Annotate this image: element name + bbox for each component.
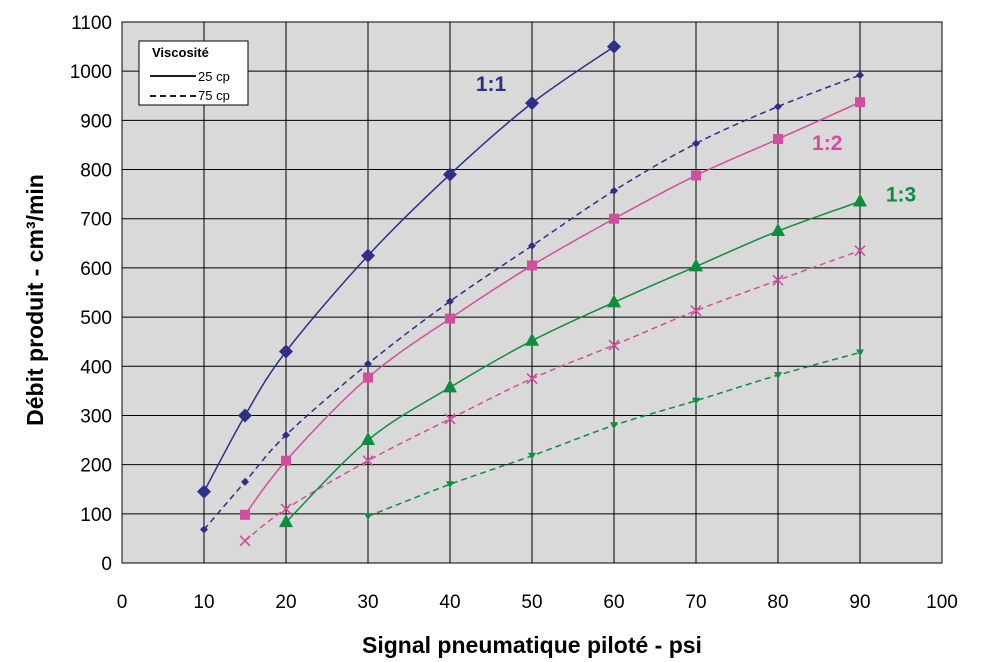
y-tick-label: 1000	[70, 62, 112, 83]
data-point-1-2-75-cp	[280, 503, 292, 515]
legend-title: Viscosité	[152, 45, 209, 60]
data-point-1-3-25-cp	[689, 258, 703, 272]
y-tick-label: 400	[80, 357, 112, 378]
series-1-2-75-cp	[239, 245, 866, 547]
data-point-1-2-25-cp	[281, 455, 291, 466]
data-point-1-1-75-cp	[364, 359, 372, 368]
data-point-1-2-75-cp	[362, 455, 374, 467]
data-point-1-2-25-cp	[527, 260, 537, 271]
data-point-1-3-25-cp	[607, 294, 621, 308]
data-point-1-3-75-cp	[610, 422, 618, 430]
series-1-3-25-cp	[279, 193, 867, 528]
y-tick-label: 0	[101, 554, 112, 575]
series-layer	[197, 39, 867, 547]
data-point-1-1-25-cp	[607, 39, 621, 54]
data-point-1-2-25-cp	[363, 372, 373, 383]
data-point-1-2-75-cp	[444, 413, 456, 425]
y-tick-label: 1100	[71, 13, 112, 34]
ratio-label-1-1: 1:1	[476, 73, 507, 96]
y-axis-title: Débit produit - cm³/min	[22, 174, 48, 426]
x-tick-label: 0	[117, 592, 128, 613]
y-tick-label: 100	[80, 505, 112, 526]
data-point-1-2-75-cp	[690, 305, 702, 317]
x-tick-label: 10	[193, 592, 214, 613]
axis-ticks: 0 10 20 30 40 50 60 70 80 90 100010020030040050060…	[70, 13, 958, 613]
data-point-1-1-75-cp	[241, 477, 249, 486]
x-tick-label: 90	[849, 592, 870, 613]
data-point-1-2-25-cp	[691, 170, 701, 181]
series-1-1-25-cp	[197, 39, 621, 499]
data-point-1-1-75-cp	[200, 525, 208, 534]
data-point-1-1-75-cp	[528, 241, 536, 250]
y-tick-label: 600	[80, 259, 112, 280]
data-point-1-1-75-cp	[774, 102, 782, 111]
y-tick-label: 500	[80, 308, 112, 329]
data-point-1-3-75-cp	[692, 397, 700, 405]
data-point-1-1-75-cp	[282, 431, 290, 440]
data-point-1-1-25-cp	[361, 248, 375, 263]
legend-entry-75cp: 75 cp	[198, 88, 230, 103]
data-point-1-1-25-cp	[197, 484, 211, 499]
series-1-1-75-cp	[200, 71, 864, 534]
x-tick-label: 100	[926, 592, 958, 613]
legend-box	[138, 40, 249, 106]
data-point-1-2-25-cp	[445, 313, 455, 324]
data-point-1-2-75-cp	[526, 373, 538, 385]
data-point-1-1-75-cp	[692, 139, 700, 148]
data-point-1-1-75-cp	[446, 297, 454, 306]
y-tick-label: 300	[80, 406, 112, 427]
y-tick-label: 800	[80, 161, 112, 182]
data-point-1-3-25-cp	[525, 332, 539, 346]
data-point-1-3-75-cp	[774, 372, 782, 380]
data-point-1-3-25-cp	[771, 223, 785, 237]
data-point-1-1-75-cp	[856, 71, 864, 80]
series-1-2-25-cp	[240, 97, 865, 520]
x-tick-label: 40	[439, 592, 460, 613]
x-tick-label: 70	[685, 592, 706, 613]
data-point-1-2-75-cp	[772, 274, 784, 286]
ratio-annotations: 1:1 1:2 1:3	[476, 73, 916, 207]
y-tick-label: 200	[80, 456, 112, 477]
data-point-1-3-75-cp	[528, 452, 536, 460]
data-point-1-2-25-cp	[240, 509, 250, 520]
data-point-1-2-75-cp	[239, 535, 251, 547]
x-tick-label: 80	[767, 592, 788, 613]
data-point-1-2-25-cp	[609, 213, 619, 224]
data-point-1-1-25-cp	[279, 344, 293, 359]
y-tick-label: 700	[80, 210, 112, 231]
data-point-1-2-75-cp	[854, 245, 866, 257]
ratio-label-1-3: 1:3	[886, 184, 916, 207]
data-point-1-3-75-cp	[364, 513, 372, 521]
x-axis-title: Signal pneumatique piloté - psi	[362, 632, 702, 658]
data-point-1-3-25-cp	[279, 514, 293, 528]
series-1-3-75-cp	[364, 349, 864, 521]
series-line-1-1-75-cp	[203, 74, 861, 531]
y-tick-label: 900	[80, 111, 112, 132]
data-point-1-3-25-cp	[853, 193, 867, 207]
data-point-1-2-75-cp	[608, 339, 620, 351]
x-tick-label: 50	[521, 592, 542, 613]
ratio-label-1-2: 1:2	[812, 132, 842, 155]
legend: Viscosité 25 cp 75 cp	[138, 40, 249, 106]
data-point-1-1-25-cp	[525, 96, 539, 111]
data-point-1-3-25-cp	[443, 379, 457, 393]
data-point-1-1-25-cp	[238, 408, 252, 423]
x-tick-label: 30	[357, 592, 378, 613]
data-point-1-1-75-cp	[610, 186, 618, 195]
x-tick-label: 20	[275, 592, 296, 613]
data-point-1-3-75-cp	[856, 349, 864, 357]
legend-entry-25cp: 25 cp	[198, 69, 230, 84]
x-tick-label: 60	[603, 592, 624, 613]
data-point-1-2-25-cp	[855, 97, 865, 108]
data-point-1-3-75-cp	[446, 481, 454, 489]
data-point-1-2-25-cp	[773, 134, 783, 145]
data-point-1-3-25-cp	[361, 432, 375, 446]
data-point-1-1-25-cp	[443, 167, 457, 182]
grid	[122, 22, 942, 563]
